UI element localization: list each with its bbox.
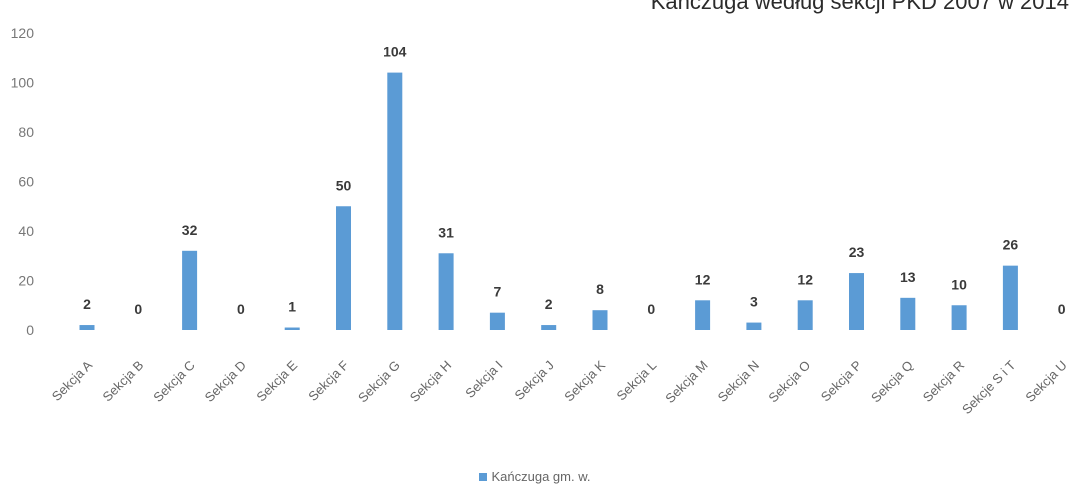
bar	[797, 300, 813, 330]
y-tick-label: 80	[18, 124, 34, 140]
data-label: 50	[336, 177, 352, 193]
bar	[849, 273, 864, 330]
y-tick-label: 100	[11, 75, 35, 91]
data-label: 0	[237, 301, 245, 317]
data-label: 0	[647, 301, 655, 317]
data-label: 8	[596, 281, 604, 297]
x-tick-label: Sekcja C	[150, 358, 197, 405]
bar	[489, 312, 505, 330]
bar	[336, 206, 351, 330]
x-tick-label: Sekcja H	[407, 358, 454, 405]
x-tick-label: Sekcja E	[253, 357, 300, 404]
x-tick-label: Sekcja F	[305, 357, 351, 403]
y-tick-label: 0	[26, 322, 34, 338]
data-label: 1	[288, 299, 296, 315]
bar	[951, 305, 967, 330]
bar	[1002, 265, 1018, 330]
bar	[438, 253, 454, 330]
x-tick-label: Sekcja J	[511, 358, 556, 403]
bar	[746, 322, 762, 330]
chart-title: Kańczuga według sekcji PKD 2007 w 2014	[650, 0, 1069, 14]
x-tick-label: Sekcja A	[49, 357, 96, 404]
bar	[387, 72, 403, 330]
bar	[592, 310, 608, 330]
data-label: 2	[83, 296, 91, 312]
data-label: 32	[182, 222, 198, 238]
x-tick-label: Sekcja O	[765, 358, 813, 406]
x-tick-label: Sekcja Q	[868, 358, 916, 406]
x-tick-label: Sekcja B	[100, 358, 147, 405]
y-axis: 0 20 40 60 80 100 120	[11, 25, 35, 338]
x-axis: Sekcja A Sekcja B Sekcja C Sekcja D Sekcja E…	[49, 357, 1069, 417]
y-tick-label: 120	[11, 25, 35, 41]
legend: Kańczuga gm. w.	[0, 468, 1069, 484]
legend-swatch	[478, 472, 487, 481]
y-tick-label: 20	[18, 273, 34, 289]
data-label: 7	[494, 284, 502, 300]
x-tick-label: Sekcja M	[662, 358, 710, 406]
x-tick-label: Sekcja D	[202, 358, 249, 405]
data-label: 0	[134, 301, 142, 317]
x-tick-label: Sekcja G	[355, 358, 403, 406]
data-labels: 2 0 32 0 1 50 104 31 7 2 8 0 12 3 12 23 13 10 26 0	[83, 44, 1066, 317]
x-tick-label: Sekcja U	[1022, 358, 1069, 405]
x-tick-label: Sekcja R	[920, 358, 967, 405]
bar	[182, 250, 198, 330]
data-label: 0	[1058, 301, 1066, 317]
data-label: 12	[797, 271, 813, 287]
x-tick-label: Sekcja L	[614, 358, 660, 404]
bar-series	[79, 72, 1018, 330]
y-tick-label: 40	[18, 223, 34, 239]
data-label: 13	[900, 269, 916, 285]
x-tick-label: Sekcja K	[561, 357, 608, 404]
legend-label: Kańczuga gm. w.	[491, 469, 591, 485]
data-label: 31	[438, 224, 454, 240]
y-tick-label: 60	[18, 174, 34, 190]
data-label: 26	[1003, 237, 1019, 253]
bar	[541, 325, 557, 330]
x-tick-label: Sekcja P	[818, 358, 865, 405]
x-tick-label: Sekcja N	[715, 358, 762, 405]
x-tick-label: Sekcje S i T	[959, 357, 1019, 417]
data-label: 2	[545, 296, 553, 312]
data-label: 3	[750, 294, 758, 310]
x-tick-label: Sekcja I	[462, 358, 505, 401]
bar	[695, 300, 711, 330]
data-label: 23	[849, 244, 865, 260]
data-label: 12	[695, 271, 711, 287]
data-label: 10	[951, 276, 967, 292]
bar	[79, 325, 95, 330]
bar	[284, 327, 300, 330]
bar	[900, 297, 916, 330]
data-label: 104	[383, 44, 407, 60]
